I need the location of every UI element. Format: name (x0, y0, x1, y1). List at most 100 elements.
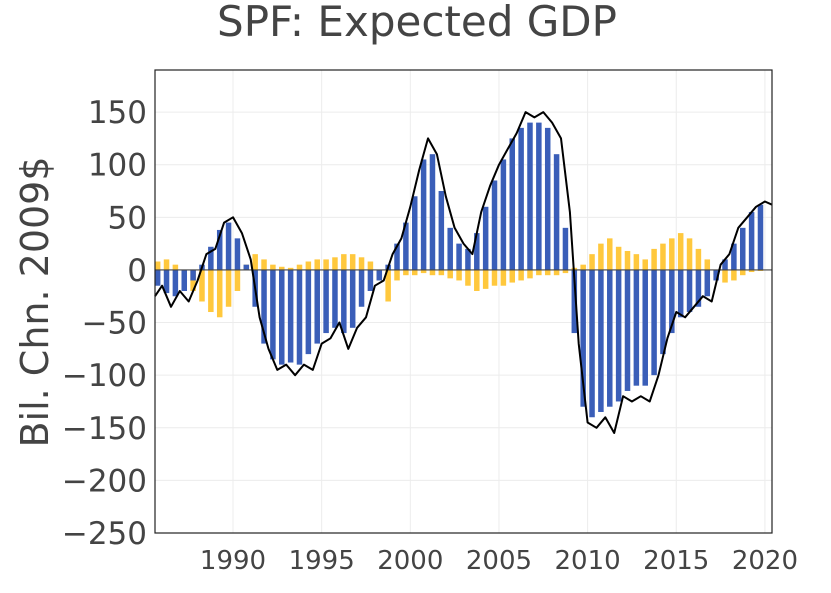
blue-bar (482, 206, 489, 270)
y-tick-label: 150 (88, 95, 147, 131)
blue-bar (341, 269, 347, 334)
yellow-bar (651, 248, 657, 270)
yellow-bar (695, 248, 702, 270)
yellow-bar (332, 257, 338, 270)
blue-bar (305, 269, 312, 355)
yellow-bar (154, 261, 161, 270)
blue-bar (314, 269, 320, 344)
yellow-bar (252, 254, 258, 270)
yellow-bar (199, 269, 205, 302)
y-axis-label: Bil. Chn. 2009$ (13, 156, 57, 447)
blue-bar (589, 269, 595, 418)
y-tick-label: −150 (62, 411, 147, 447)
x-tick-label: 1990 (200, 546, 266, 576)
blue-bar (571, 269, 578, 334)
blue-bar (757, 204, 764, 270)
blue-bar (580, 269, 586, 407)
blue-bar (624, 269, 631, 391)
blue-bar (376, 269, 383, 281)
yellow-bar (323, 259, 329, 270)
blue-bar (420, 159, 427, 270)
blue-bar (722, 259, 728, 270)
blue-bar (536, 122, 542, 270)
y-tick-label: 0 (127, 253, 147, 289)
yellow-bar (544, 269, 551, 276)
blue-bar (243, 264, 250, 270)
yellow-bar (287, 267, 294, 270)
black-line-series (154, 111, 773, 434)
yellow-bar (314, 259, 320, 270)
blue-bar (296, 269, 303, 365)
blue-bar (225, 222, 232, 270)
y-tick-label: −50 (82, 306, 147, 342)
blue-bar (731, 243, 737, 270)
yellow-bar (660, 243, 666, 270)
yellow-bar (358, 257, 365, 270)
yellow-bar (624, 250, 631, 270)
y-tick-label: −100 (62, 358, 147, 394)
blue-bar (527, 122, 533, 270)
blue-bar (500, 159, 507, 270)
yellow-bar (385, 269, 391, 302)
blue-bar (518, 127, 524, 270)
blue-bar (686, 269, 693, 313)
blue-bar (713, 269, 719, 281)
blue-bar (456, 243, 462, 270)
blue-bar (279, 269, 285, 365)
x-tick-label: 2020 (732, 546, 798, 576)
blue-bar (358, 269, 365, 307)
yellow-bar (669, 238, 675, 270)
yellow-bar (349, 254, 356, 270)
yellow-bar (731, 269, 737, 281)
yellow-bar (261, 259, 267, 270)
blue-bar (607, 269, 613, 407)
yellow-bar (420, 269, 427, 274)
blue-bar (323, 269, 329, 334)
blue-bar (394, 243, 400, 270)
blue-bar (367, 269, 374, 291)
yellow-bar (580, 264, 586, 270)
blue-bar (615, 269, 622, 402)
blue-bar (677, 269, 684, 318)
yellow-bar (296, 264, 303, 270)
yellow-bar (536, 269, 542, 276)
chart-title: SPF: Expected GDP (217, 0, 617, 46)
yellow-bar (509, 269, 516, 283)
yellow-bar (367, 261, 374, 270)
plot-frame (154, 69, 773, 534)
blue-bar (651, 269, 657, 376)
yellow-bar (748, 269, 755, 273)
blue-bar (739, 227, 746, 270)
yellow-bar (163, 259, 170, 270)
blue-bar (216, 229, 223, 270)
yellow-bar (722, 269, 728, 283)
blue-bar (748, 212, 755, 270)
blue-bar (598, 269, 604, 412)
yellow-bar (411, 269, 418, 276)
yellow-bar (474, 269, 480, 291)
blue-bar (287, 269, 294, 363)
yellow-bar (607, 238, 613, 270)
yellow-bar (447, 269, 453, 279)
blue-bar (332, 269, 338, 328)
blue-bar (172, 269, 179, 297)
blue-bar (181, 269, 188, 291)
line-path (154, 111, 773, 434)
x-tick-label: 2015 (643, 546, 709, 576)
yellow-bar (518, 269, 524, 281)
x-tick-label: 1995 (289, 546, 355, 576)
blue-bar (429, 154, 436, 270)
yellow-bar (589, 254, 595, 270)
blue-bar (474, 233, 480, 270)
blue-bar (261, 269, 267, 344)
yellow-bar (527, 269, 533, 279)
x-tick-label: 2000 (377, 546, 443, 576)
yellow-bar (615, 246, 622, 270)
blue-bar (544, 127, 551, 270)
y-tick-label: 50 (108, 200, 147, 236)
blue-bar (704, 269, 711, 297)
blue-bar (491, 180, 498, 270)
yellow-bar (429, 269, 436, 276)
yellow-bar (172, 264, 179, 270)
